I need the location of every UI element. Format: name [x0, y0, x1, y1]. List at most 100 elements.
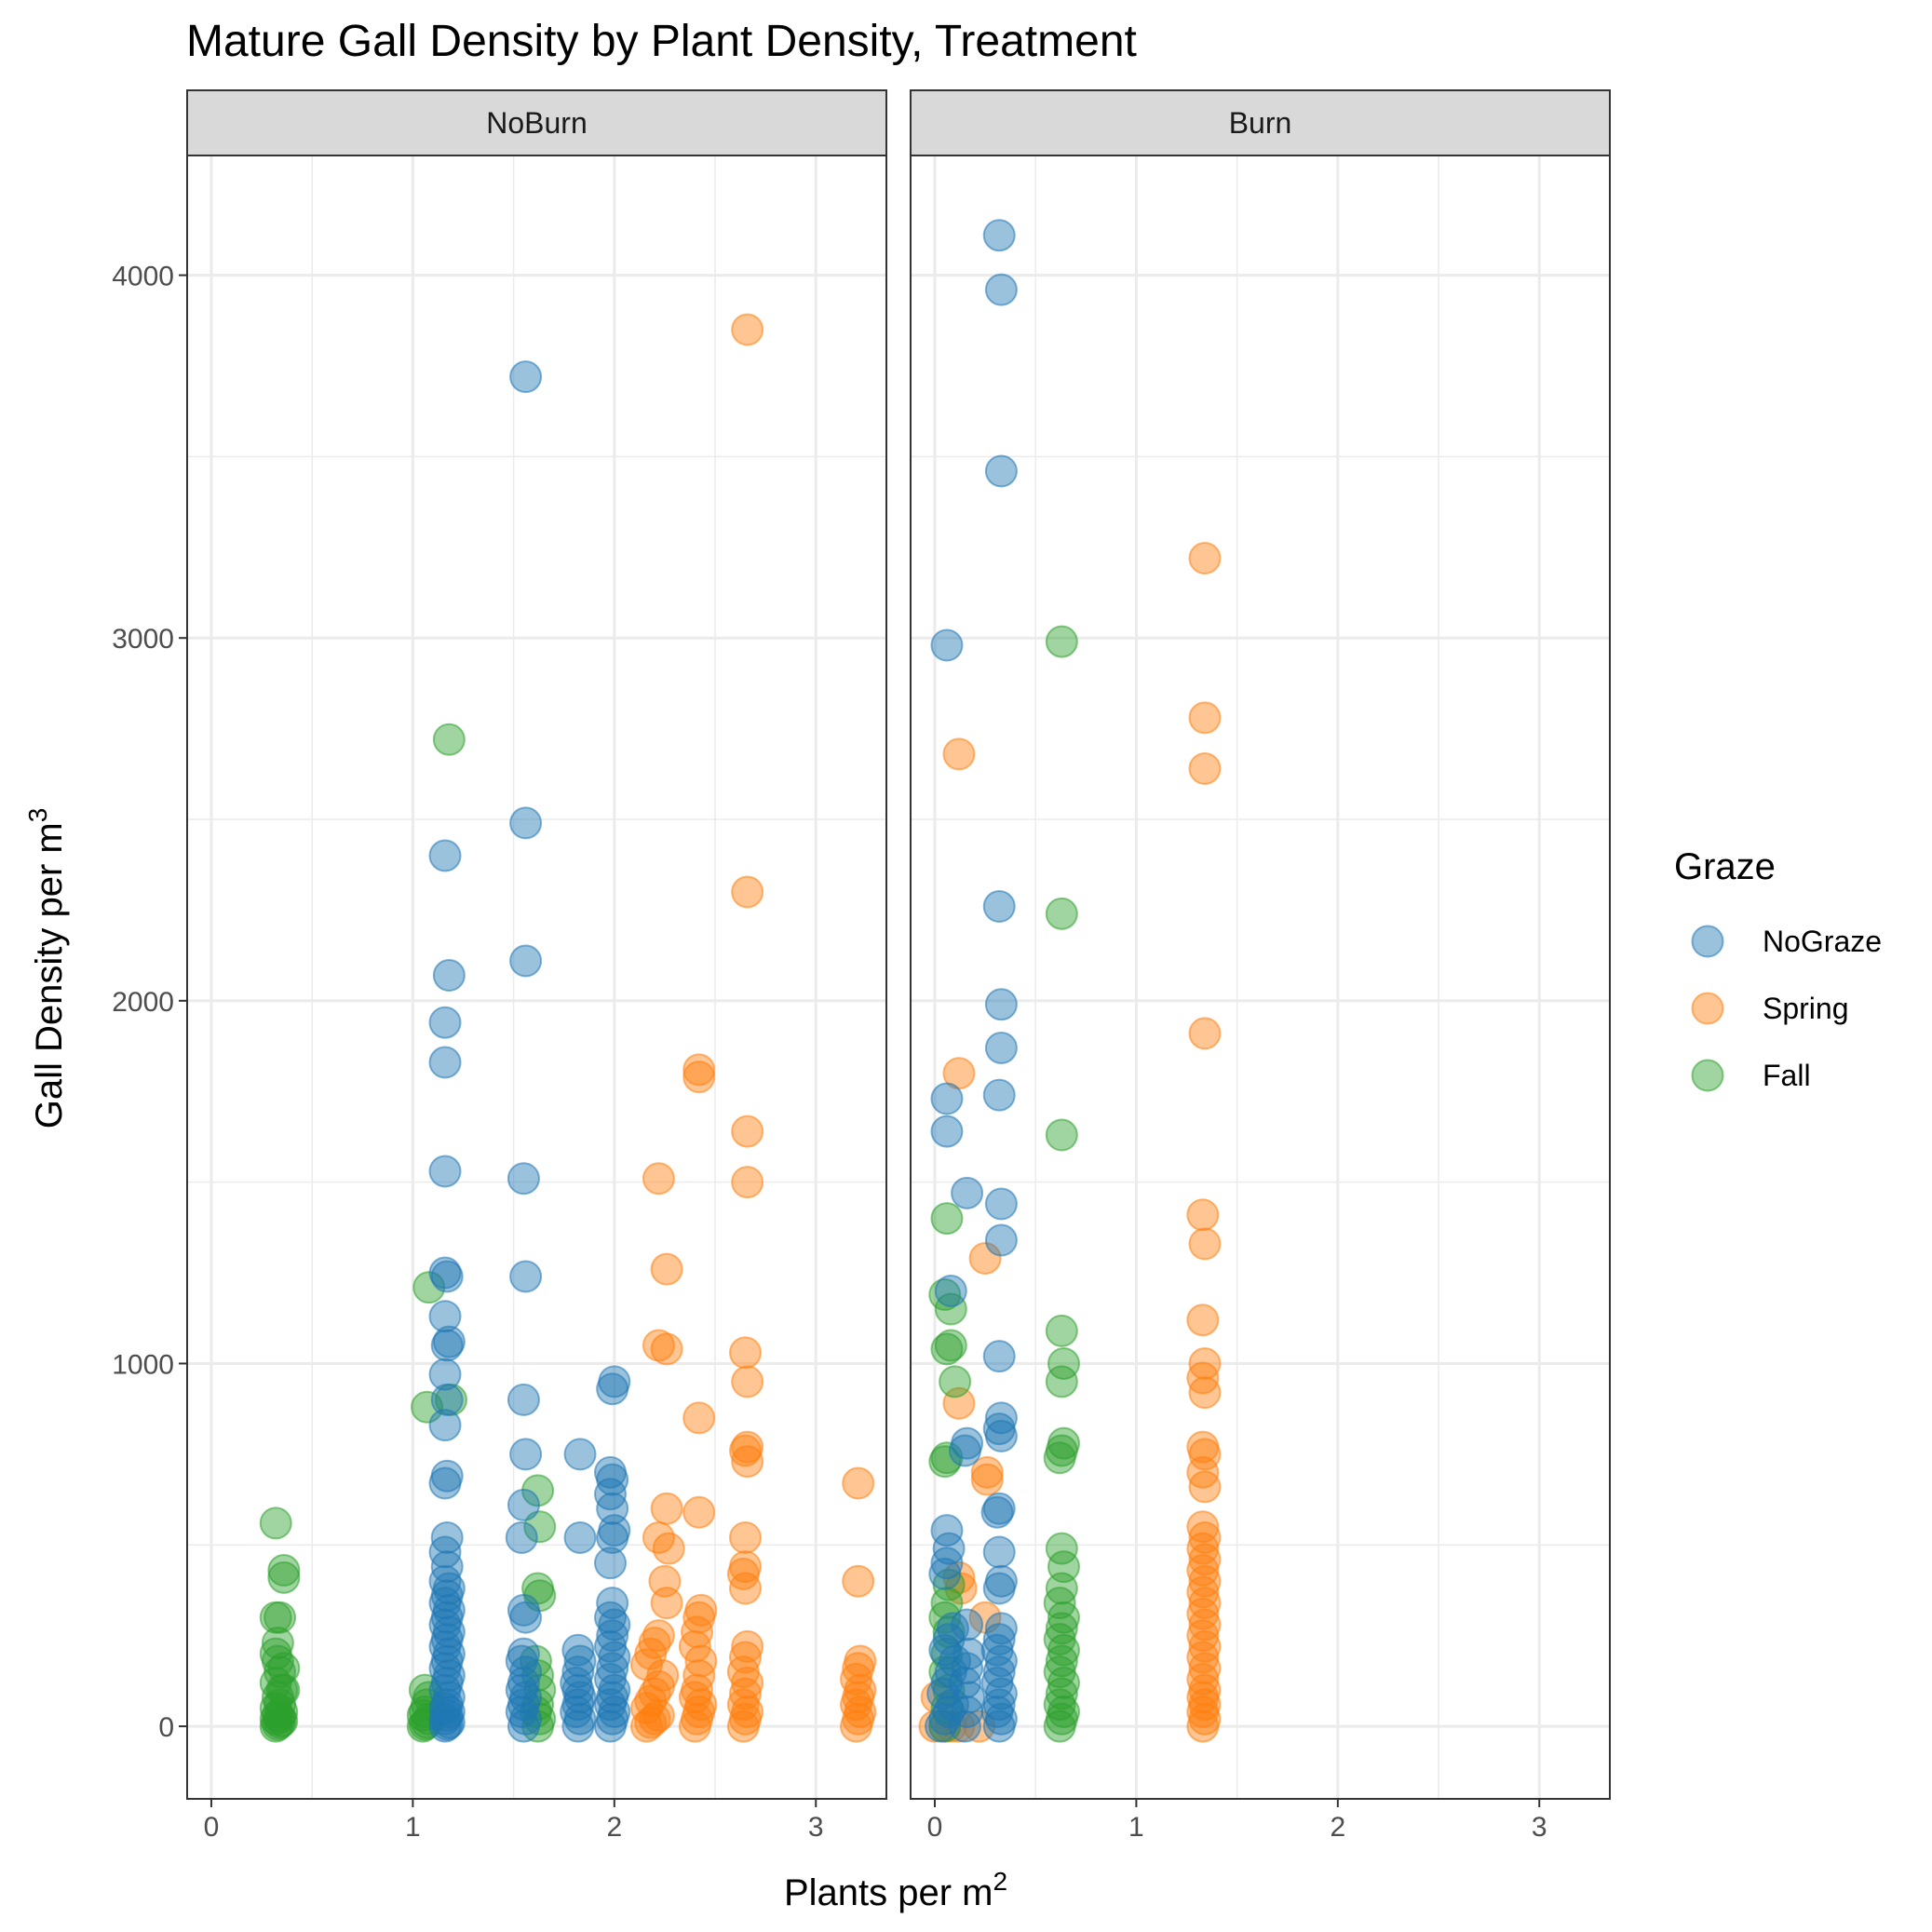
point-spring [1186, 1510, 1220, 1544]
point-fall [1045, 1612, 1078, 1645]
point-nograze [984, 1564, 1018, 1598]
y-tick-label: 2000 [112, 987, 174, 1018]
point-spring [648, 1564, 682, 1598]
point-spring [682, 1495, 716, 1529]
point-spring [1188, 1227, 1222, 1261]
plot-background [187, 155, 886, 1799]
point-fall [259, 1506, 292, 1540]
point-fall [1045, 1365, 1078, 1398]
point-nograze [930, 1514, 964, 1547]
point-fall [267, 1554, 301, 1587]
point-spring [642, 1619, 675, 1653]
y-tick-label: 1000 [112, 1349, 174, 1380]
point-fall [1047, 1550, 1080, 1584]
panel-border [186, 155, 887, 1800]
point-nograze [509, 944, 543, 978]
x-tick-label: 3 [808, 1812, 824, 1843]
point-spring [1186, 1430, 1220, 1464]
point-nograze [561, 1633, 595, 1667]
point-spring [729, 1520, 763, 1554]
point-nograze [596, 1587, 629, 1620]
point-nograze [593, 1547, 627, 1580]
y-tick-label: 4000 [112, 262, 174, 292]
point-nograze [982, 1412, 1016, 1446]
panels: NoBurn 0 1 2 3 0 1000 2000 3000 4000 Burn 0 1 2 3 [112, 89, 1611, 1843]
svg-text:Plants per m2: Plants per m2 [784, 1867, 1007, 1913]
point-nograze [509, 806, 543, 840]
point-nograze [432, 959, 466, 993]
legend-entry-nograze: NoGraze [1691, 925, 1882, 958]
svg-text:Gall Density per m3: Gall Density per m3 [23, 808, 70, 1129]
strip-label: Burn [1229, 106, 1292, 140]
point-spring [1186, 1198, 1220, 1232]
point-nograze [984, 1031, 1018, 1064]
point-fall [432, 723, 466, 756]
y-axis-title: Gall Density per m3 [23, 808, 70, 1129]
point-nograze [984, 988, 1018, 1021]
point-spring [729, 1550, 763, 1584]
point-nograze [432, 1325, 466, 1358]
point-spring [970, 1463, 1004, 1496]
point-fall [523, 1510, 557, 1544]
point-spring [731, 1430, 764, 1464]
x-axis-ticks: 0 1 2 3 [927, 1799, 1547, 1843]
y-axis-title-sup: 3 [23, 808, 52, 823]
point-spring [942, 737, 976, 771]
strip-background [910, 89, 1611, 156]
point-nograze [509, 360, 543, 394]
points [918, 219, 1222, 1743]
point-nograze [430, 1383, 464, 1416]
y-axis-ticks: 0 1000 2000 3000 4000 [112, 262, 187, 1743]
point-nograze [505, 1520, 538, 1554]
point-spring [650, 1332, 683, 1366]
x-axis-title-sup: 2 [993, 1867, 1007, 1896]
point-fall [930, 1587, 964, 1620]
point-spring [731, 1166, 764, 1199]
x-tick-label: 0 [204, 1812, 220, 1843]
point-spring [642, 1520, 675, 1554]
x-tick-label: 1 [405, 1812, 421, 1843]
x-axis-title-text: Plants per m [784, 1872, 993, 1913]
point-spring [729, 1641, 763, 1674]
point-spring [731, 1365, 764, 1398]
point-spring [842, 1564, 875, 1598]
point-fall [1045, 1118, 1078, 1152]
point-nograze [984, 1223, 1018, 1257]
point-nograze [928, 1557, 962, 1590]
point-spring [968, 1241, 1002, 1275]
x-tick-label: 3 [1532, 1812, 1547, 1843]
point-nograze [428, 1358, 462, 1391]
y-tick-label: 0 [158, 1712, 174, 1743]
point-fall [934, 1292, 967, 1326]
point-nograze [430, 1459, 464, 1493]
point-nograze [984, 273, 1018, 306]
point-nograze [952, 1637, 986, 1670]
x-tick-label: 1 [1128, 1812, 1144, 1843]
legend-entry-fall: Fall [1691, 1059, 1811, 1092]
point-nograze [982, 1078, 1016, 1112]
point-nograze [984, 454, 1018, 488]
point-fall [1045, 1314, 1078, 1347]
point-spring [1188, 1520, 1222, 1554]
x-tick-label: 2 [1330, 1812, 1345, 1843]
point-nograze [951, 1176, 984, 1209]
point-fall [1045, 897, 1078, 930]
points [259, 313, 877, 1743]
point-nograze [982, 1340, 1016, 1373]
point-nograze [984, 1187, 1018, 1221]
point-nograze [932, 1532, 966, 1565]
point-nograze [982, 1535, 1016, 1569]
point-fall [934, 1329, 967, 1362]
point-nograze [509, 1260, 543, 1293]
point-fall [1047, 1426, 1080, 1460]
point-nograze [930, 628, 964, 662]
point-fall [259, 1601, 292, 1634]
point-fall [1045, 1532, 1078, 1565]
point-nograze [984, 1401, 1018, 1435]
point-nograze [507, 1162, 540, 1196]
strip-background [186, 89, 887, 156]
point-spring [844, 1644, 877, 1678]
point-nograze [507, 1488, 540, 1521]
point-nograze [507, 1593, 540, 1627]
chart-title: Mature Gall Density by Plant Density, Tr… [186, 17, 1137, 66]
